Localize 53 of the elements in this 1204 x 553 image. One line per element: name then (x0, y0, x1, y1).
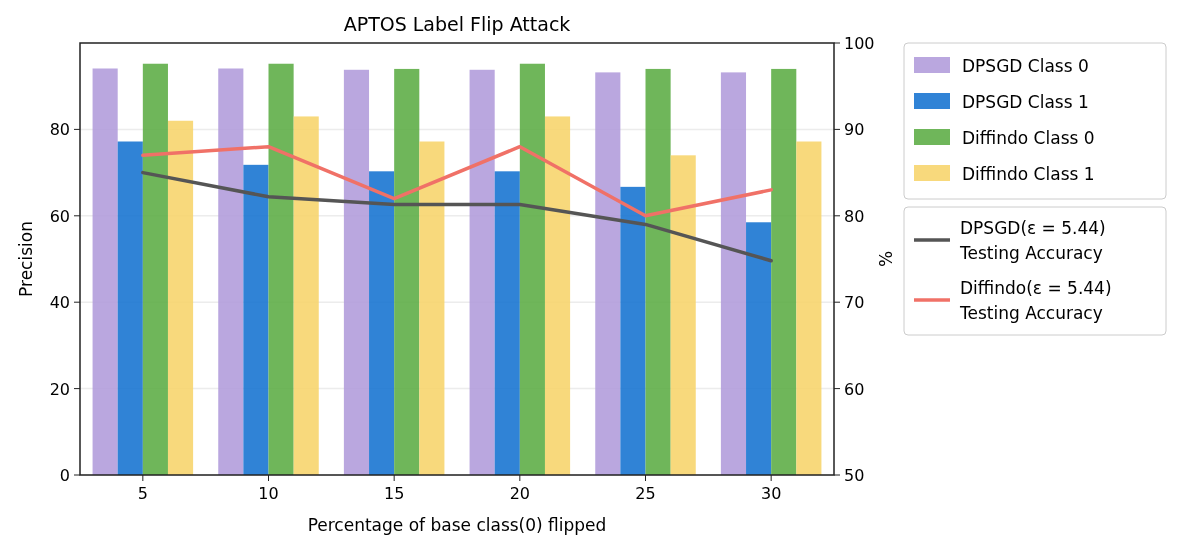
y-tick-label: 80 (49, 120, 70, 140)
x-axis-title: Percentage of base class(0) flipped (307, 515, 607, 535)
bar (243, 164, 269, 475)
y-tick-label: 60 (49, 206, 70, 226)
bar (771, 68, 797, 475)
x-tick-label: 5 (137, 484, 148, 503)
y-axis-title: Precision (16, 221, 36, 297)
bar (645, 68, 671, 475)
bar (293, 116, 319, 475)
bar (167, 120, 194, 475)
y2-tick-label: 100 (844, 34, 875, 53)
bar (670, 155, 696, 475)
legend-label: DPSGD(ε = 5.44) Testing Accuracy (959, 218, 1106, 263)
x-tick-label: 10 (258, 484, 279, 503)
bar (394, 68, 420, 475)
bar (268, 63, 294, 475)
y-tick-label: 40 (49, 293, 70, 313)
y2-tick-label: 50 (844, 466, 865, 485)
y-tick-label: 0 (59, 466, 70, 485)
bar (419, 141, 445, 475)
bar (343, 69, 370, 475)
bar (796, 141, 822, 475)
chart-title: APTOS Label Flip Attack (343, 13, 571, 35)
y2-tick-label: 70 (844, 293, 865, 313)
x-tick-label: 30 (760, 484, 782, 503)
bar (544, 116, 571, 475)
y2-tick-label: 90 (844, 120, 865, 140)
bar (469, 69, 495, 475)
bar (92, 68, 118, 475)
line-series (141, 144, 773, 218)
bar (142, 63, 168, 475)
y2-tick-label: 80 (844, 206, 865, 226)
bar (595, 72, 621, 475)
x-tick-label: 25 (635, 484, 656, 503)
legend-label: DPSGD Class 0 (962, 56, 1089, 76)
bar (369, 171, 395, 475)
y2-axis-title: % (876, 250, 896, 268)
y-tick-label: 20 (49, 379, 70, 399)
x-tick-label: 15 (383, 484, 405, 503)
bar (117, 141, 143, 475)
bar (519, 63, 545, 475)
bar (620, 186, 646, 475)
bar (218, 68, 244, 475)
line-series (141, 170, 773, 263)
y2-tick-label: 60 (844, 379, 865, 399)
legend-label: Diffindo(ε = 5.44) Testing Accuracy (959, 278, 1112, 323)
x-tick-label: 20 (509, 484, 531, 503)
legend-label: Diffindo Class 1 (962, 164, 1095, 184)
bar (746, 222, 772, 475)
legend-label: Diffindo Class 0 (962, 128, 1095, 148)
legend-label: DPSGD Class 1 (962, 92, 1089, 112)
bar (720, 72, 747, 475)
bar (494, 171, 520, 475)
